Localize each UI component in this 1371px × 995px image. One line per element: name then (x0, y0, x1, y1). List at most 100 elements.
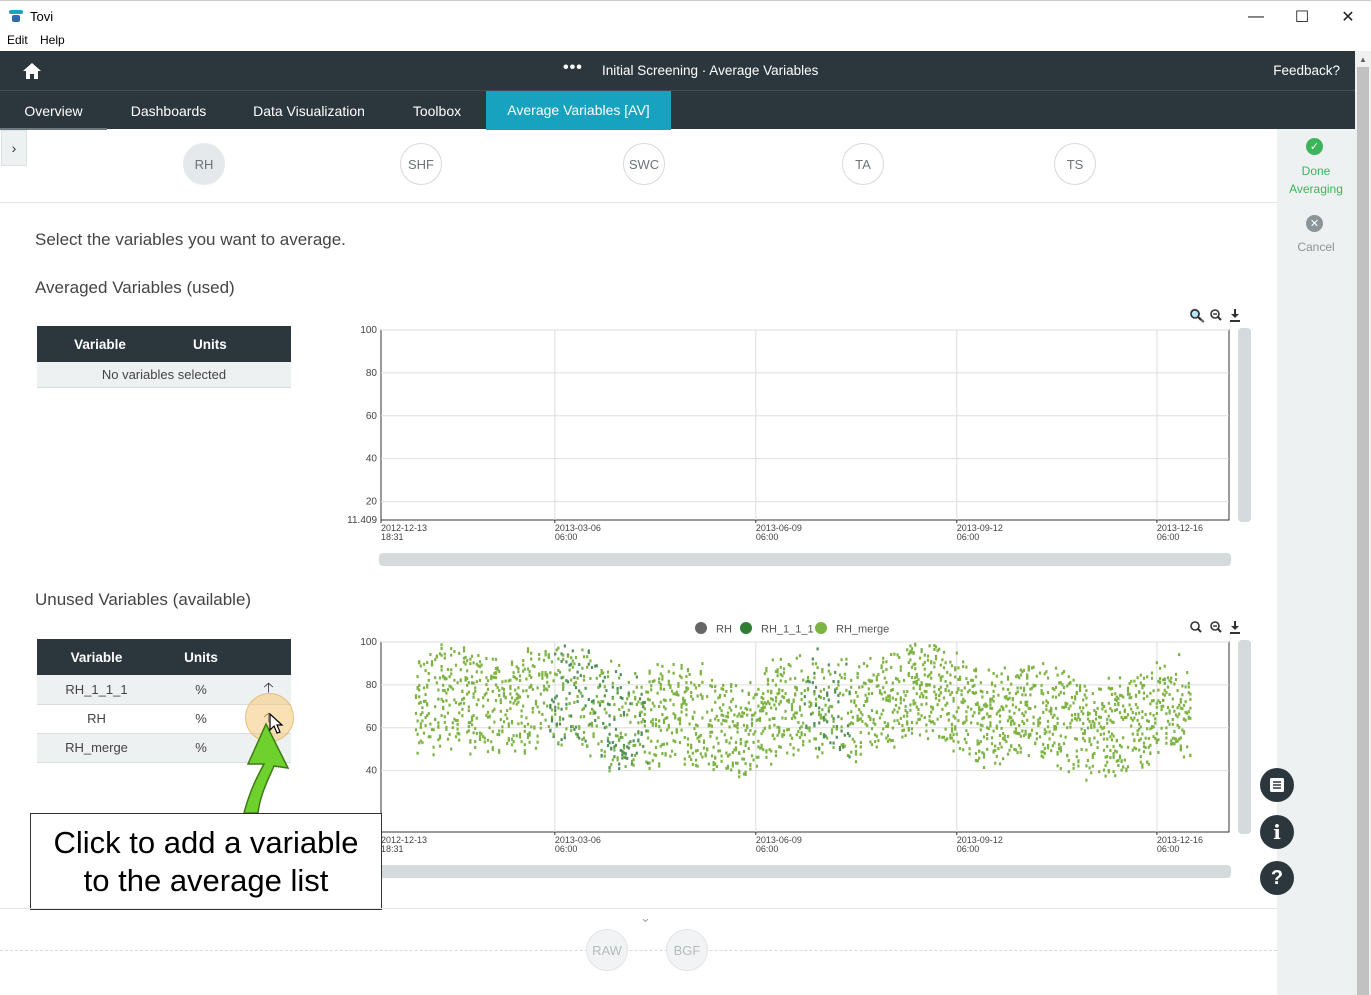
download-icon[interactable] (1230, 309, 1240, 322)
scroll-up-icon[interactable]: ▲ (1359, 55, 1367, 64)
variable-group-ta[interactable]: TA (842, 143, 884, 185)
done-averaging-button[interactable]: Done Averaging (1277, 162, 1355, 198)
variable-group-shf[interactable]: SHF (400, 143, 442, 185)
scatter-point (774, 696, 778, 700)
scatter-point (1114, 692, 1117, 696)
scatter-point (461, 698, 464, 702)
download-icon[interactable] (1230, 621, 1240, 634)
scatter-point (648, 669, 651, 673)
scatter-point (853, 740, 856, 744)
help-icon[interactable]: ? (1260, 861, 1294, 895)
variable-group-swc[interactable]: SWC (623, 143, 665, 185)
scatter-point (813, 724, 816, 728)
scatter-point (616, 691, 619, 695)
scatter-point (462, 656, 466, 660)
bgf-button[interactable]: BGF (666, 929, 708, 971)
zoom-icon[interactable] (1190, 309, 1202, 321)
scatter-point (440, 714, 443, 718)
scatter-point (619, 735, 622, 739)
chart1-vertical-range-slider[interactable] (1238, 328, 1251, 522)
variable-group-rh[interactable]: RH (183, 143, 225, 185)
scatter-point (773, 703, 776, 707)
tab-toolbox[interactable]: Toolbox (412, 103, 462, 119)
zoom-out-icon[interactable] (1210, 309, 1222, 321)
scatter-point (579, 674, 582, 678)
check-circle-icon[interactable]: ✓ (1306, 138, 1323, 155)
close-window-button[interactable]: ✕ (1341, 8, 1355, 26)
raw-button[interactable]: RAW (586, 929, 628, 971)
scatter-point (544, 671, 547, 674)
minimize-button[interactable]: — (1248, 7, 1264, 25)
scatter-point (877, 739, 880, 743)
tab-dashboards[interactable]: Dashboards (130, 103, 207, 119)
scatter-point (498, 688, 501, 692)
scrollbar-thumb[interactable] (1357, 67, 1369, 995)
variable-name: RH_merge (37, 733, 156, 763)
notes-button[interactable] (1260, 768, 1294, 802)
scatter-point (472, 661, 475, 665)
scatter-point (1083, 693, 1086, 697)
y-tick-label: 80 (366, 368, 378, 379)
scatter-point (797, 730, 800, 733)
scatter-point (603, 726, 606, 730)
scatter-point (891, 681, 894, 685)
add-variable-arrow-up-icon[interactable]: 🡡 (263, 679, 274, 696)
zoom-icon[interactable] (1190, 621, 1202, 633)
variable-group-ts[interactable]: TS (1054, 143, 1096, 185)
scatter-point (1157, 679, 1160, 683)
home-icon[interactable] (22, 61, 42, 81)
chevron-down-icon[interactable]: ⌄ (640, 910, 651, 925)
scatter-point (770, 706, 773, 710)
scatter-point (808, 739, 811, 743)
scatter-point (915, 682, 918, 686)
scatter-point (474, 686, 477, 690)
scatter-point (914, 667, 917, 671)
scatter-point (1114, 774, 1117, 778)
scatter-point (606, 675, 610, 679)
scatter-point (952, 714, 955, 718)
vertical-scrollbar[interactable]: ▲ (1355, 51, 1371, 995)
scatter-point (1080, 727, 1083, 731)
more-menu-icon[interactable]: ••• (563, 59, 583, 76)
scatter-point (822, 687, 826, 691)
feedback-link[interactable]: Feedback? (1273, 63, 1340, 78)
scatter-point (912, 702, 915, 706)
scatter-point (530, 725, 533, 729)
chart1-horizontal-range-slider[interactable] (379, 553, 1231, 566)
tab-data-visualization[interactable]: Data Visualization (253, 103, 365, 119)
scatter-point (498, 729, 501, 733)
chart2-horizontal-range-slider[interactable] (379, 865, 1231, 878)
scatter-point (981, 690, 984, 694)
chart2-vertical-range-slider[interactable] (1238, 640, 1251, 834)
scatter-point (813, 690, 816, 694)
scatter-point (714, 717, 717, 721)
tab-average-variables[interactable]: Average Variables [AV] (486, 91, 671, 130)
scatter-point (1182, 717, 1186, 721)
scatter-point (648, 698, 651, 702)
info-icon[interactable]: i (1260, 815, 1294, 849)
cancel-circle-icon[interactable]: ✕ (1306, 215, 1323, 232)
scatter-point (552, 735, 555, 738)
menu-help[interactable]: Help (40, 33, 65, 47)
zoom-out-icon[interactable] (1210, 621, 1222, 633)
scatter-point (451, 726, 454, 730)
sidebar-toggle-chevron-icon[interactable]: › (1, 130, 27, 166)
scatter-point (546, 688, 549, 692)
scatter-point (528, 733, 531, 737)
scatter-point (886, 722, 890, 726)
scatter-point (1066, 684, 1069, 688)
maximize-button[interactable]: ☐ (1294, 8, 1310, 26)
scatter-point (458, 732, 461, 736)
scatter-point (614, 743, 618, 747)
scatter-point (904, 734, 907, 737)
scatter-point (667, 670, 670, 674)
cancel-button[interactable]: Cancel (1297, 240, 1335, 254)
scatter-point (760, 695, 763, 699)
menu-edit[interactable]: Edit (7, 33, 28, 47)
scatter-point (450, 653, 453, 657)
tab-overview[interactable]: Overview (0, 91, 107, 130)
scatter-point (504, 679, 507, 683)
scatter-point (898, 680, 901, 684)
scatter-point (1176, 689, 1179, 693)
scatter-point (427, 712, 430, 716)
